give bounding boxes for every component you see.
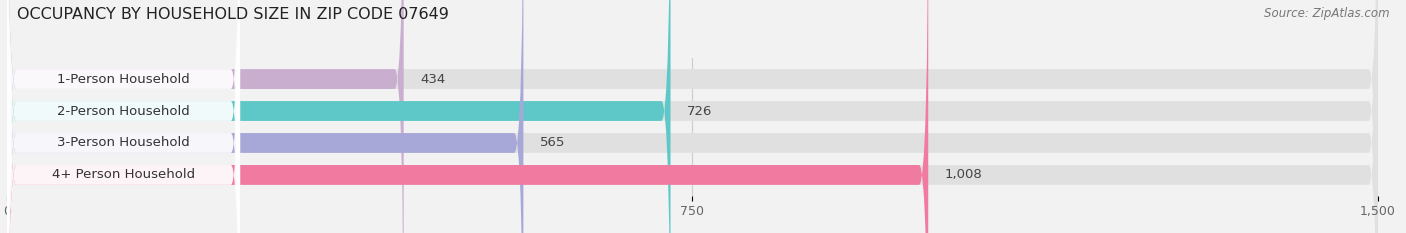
FancyBboxPatch shape <box>7 0 240 233</box>
Text: 565: 565 <box>540 137 565 150</box>
FancyBboxPatch shape <box>7 0 240 233</box>
Text: 1,008: 1,008 <box>945 168 983 182</box>
FancyBboxPatch shape <box>7 0 1378 233</box>
Text: Source: ZipAtlas.com: Source: ZipAtlas.com <box>1264 7 1389 20</box>
FancyBboxPatch shape <box>7 0 1378 233</box>
Text: 434: 434 <box>420 72 446 86</box>
FancyBboxPatch shape <box>7 0 928 233</box>
FancyBboxPatch shape <box>7 0 1378 233</box>
Text: 1-Person Household: 1-Person Household <box>58 72 190 86</box>
FancyBboxPatch shape <box>7 0 240 233</box>
FancyBboxPatch shape <box>7 0 240 233</box>
FancyBboxPatch shape <box>7 0 404 233</box>
Text: 3-Person Household: 3-Person Household <box>58 137 190 150</box>
Text: 726: 726 <box>688 104 713 117</box>
FancyBboxPatch shape <box>7 0 671 233</box>
FancyBboxPatch shape <box>7 0 1378 233</box>
FancyBboxPatch shape <box>7 0 523 233</box>
Text: OCCUPANCY BY HOUSEHOLD SIZE IN ZIP CODE 07649: OCCUPANCY BY HOUSEHOLD SIZE IN ZIP CODE … <box>17 7 449 22</box>
Text: 4+ Person Household: 4+ Person Household <box>52 168 195 182</box>
Text: 2-Person Household: 2-Person Household <box>58 104 190 117</box>
